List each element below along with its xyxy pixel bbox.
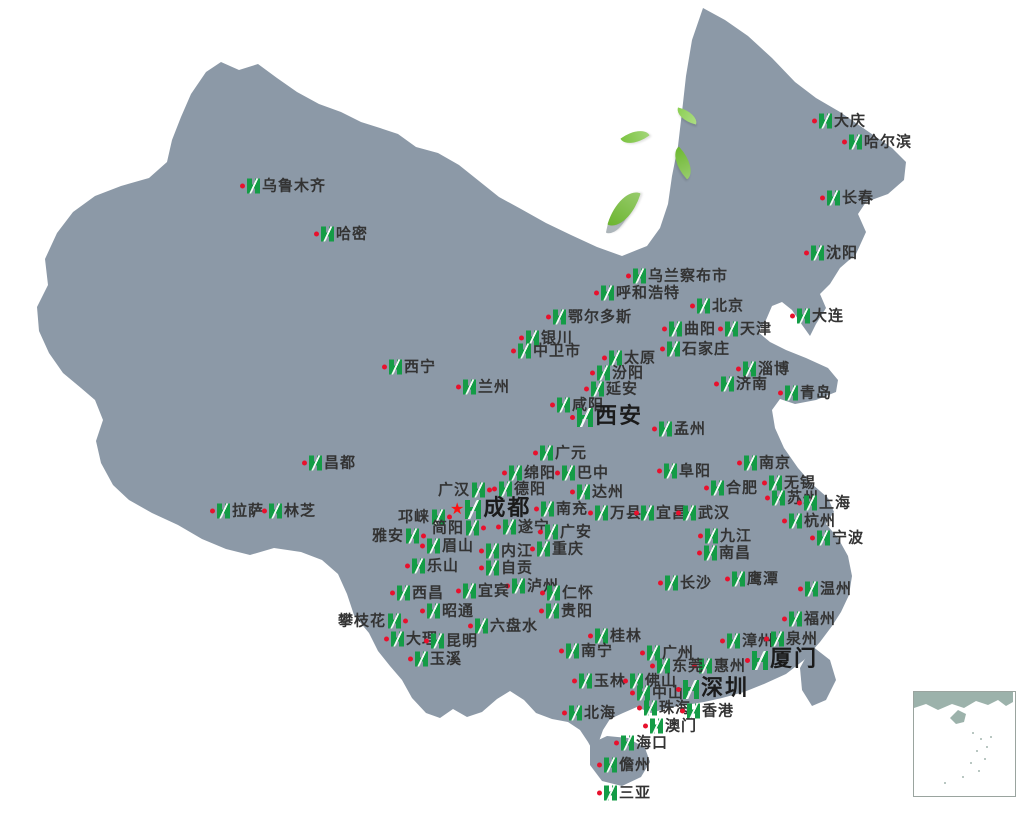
inset-island-dots — [944, 732, 992, 784]
inset-coastline — [914, 692, 1013, 724]
south-china-sea-inset-map — [913, 691, 1016, 797]
inset-map-shape — [914, 692, 1013, 784]
hainan-island — [590, 736, 650, 786]
mainland-outline — [37, 8, 906, 753]
taiwan-island — [800, 646, 836, 706]
